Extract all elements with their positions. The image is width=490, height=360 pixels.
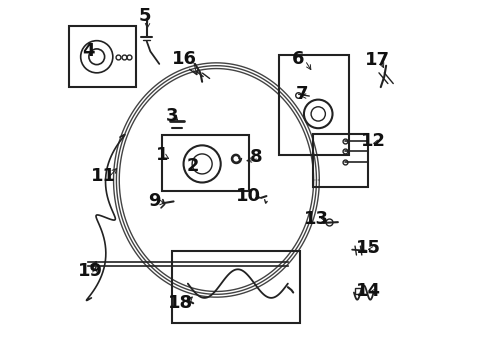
Bar — [69, 26, 136, 87]
Text: 8: 8 — [249, 148, 262, 166]
Text: 17: 17 — [365, 51, 390, 69]
Bar — [162, 135, 248, 191]
Text: 9: 9 — [148, 193, 161, 211]
Text: 13: 13 — [304, 210, 329, 228]
Text: 16: 16 — [172, 50, 197, 68]
Bar — [279, 55, 348, 155]
Text: 15: 15 — [356, 239, 381, 257]
Text: 6: 6 — [293, 50, 305, 68]
Bar — [313, 134, 368, 187]
Text: 11: 11 — [92, 167, 117, 185]
Text: 3: 3 — [166, 107, 178, 125]
Text: 19: 19 — [78, 262, 103, 280]
Text: 2: 2 — [187, 157, 199, 175]
Text: 12: 12 — [361, 132, 386, 150]
Bar — [172, 251, 300, 323]
Text: 10: 10 — [236, 187, 261, 205]
Text: 7: 7 — [296, 85, 308, 103]
Text: 5: 5 — [139, 8, 151, 26]
Text: 18: 18 — [168, 294, 193, 312]
Text: 14: 14 — [356, 282, 381, 300]
Text: 1: 1 — [156, 146, 169, 164]
Text: 4: 4 — [82, 42, 95, 60]
